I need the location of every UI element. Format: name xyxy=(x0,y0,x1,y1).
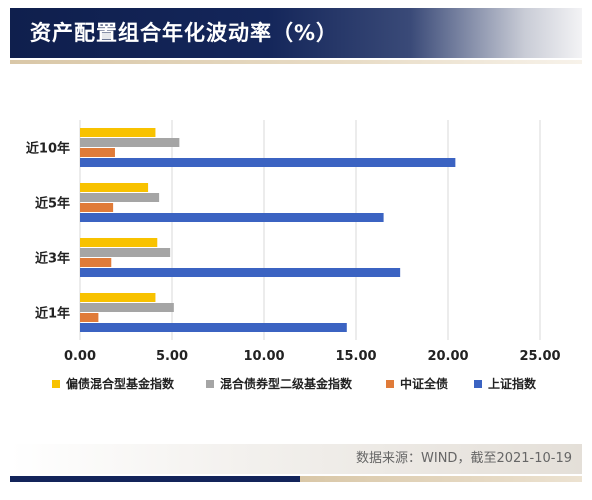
bar-s3-c3 xyxy=(80,323,347,332)
bar-s1-c0 xyxy=(80,138,180,147)
bar-s2-c1 xyxy=(80,203,114,212)
chart-x-tick-labels: 0.00 5.00 10.00 15.00 20.00 25.00 xyxy=(64,349,561,364)
bar-s0-c3 xyxy=(80,293,156,302)
category-label-2: 近3年 xyxy=(35,251,70,267)
category-label-1: 近5年 xyxy=(35,196,70,212)
legend-label-0: 偏债混合型基金指数 xyxy=(66,376,175,391)
footer-band xyxy=(10,444,582,474)
bar-s0-c1 xyxy=(80,183,149,192)
bar-s3-c0 xyxy=(80,158,456,167)
legend-swatch-0 xyxy=(52,380,60,388)
footer-stripe-dark xyxy=(10,476,300,482)
x-tick-label-5: 25.00 xyxy=(519,349,560,364)
legend-swatch-2 xyxy=(386,380,394,388)
legend-label-1: 混合债券型二级基金指数 xyxy=(220,376,353,391)
bar-s3-c2 xyxy=(80,268,401,277)
header-band xyxy=(10,8,582,58)
legend-swatch-1 xyxy=(206,380,214,388)
category-label-3: 近1年 xyxy=(35,306,70,322)
x-tick-label-3: 15.00 xyxy=(335,349,376,364)
bar-s0-c2 xyxy=(80,238,158,247)
footer-stripe-light xyxy=(300,476,582,482)
x-tick-label-4: 20.00 xyxy=(427,349,468,364)
bar-s1-c3 xyxy=(80,303,174,312)
bar-s1-c1 xyxy=(80,193,160,202)
bar-s3-c1 xyxy=(80,213,384,222)
bar-s2-c3 xyxy=(80,313,99,322)
chart-bars xyxy=(80,128,456,332)
legend-label-2: 中证全债 xyxy=(400,376,448,391)
legend-swatch-3 xyxy=(474,380,482,388)
data-source-note: 数据来源：WIND，截至2021-10-19 xyxy=(356,451,572,466)
category-label-0: 近10年 xyxy=(26,141,70,157)
bar-s1-c2 xyxy=(80,248,171,257)
legend-label-3: 上证指数 xyxy=(488,376,537,391)
x-tick-label-0: 0.00 xyxy=(64,349,96,364)
page-title: 资产配置组合年化波动率（%） xyxy=(30,21,339,45)
chart-legend: 偏债混合型基金指数 混合债券型二级基金指数 中证全债 上证指数 xyxy=(52,376,537,391)
bar-s2-c2 xyxy=(80,258,112,267)
bar-s0-c0 xyxy=(80,128,156,137)
bar-s2-c0 xyxy=(80,148,115,157)
header-divider xyxy=(10,60,582,64)
x-tick-label-2: 10.00 xyxy=(243,349,284,364)
x-tick-label-1: 5.00 xyxy=(156,349,188,364)
